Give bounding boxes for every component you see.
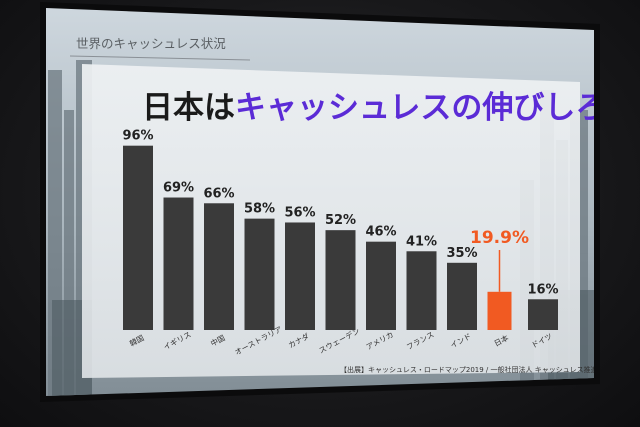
section-tag: 世界のキャッシュレス状況 xyxy=(76,36,226,51)
bar-2 xyxy=(163,197,194,330)
bar-value-label-6: 52% xyxy=(325,213,356,228)
headline-part2: キャッシュレスの伸びしろあり xyxy=(235,90,640,126)
slide-headline: 日本はキャッシュレスの伸びしろあり xyxy=(142,90,640,126)
bar-4 xyxy=(244,218,275,330)
bar-value-label-9: 35% xyxy=(446,246,477,261)
bar-value-label-10: 19.9% xyxy=(470,228,529,248)
bar-7 xyxy=(366,241,396,330)
bar-value-label-2: 69% xyxy=(163,181,194,196)
bar-5 xyxy=(285,222,315,330)
bar-value-label-4: 58% xyxy=(244,202,275,217)
bar-11 xyxy=(528,299,558,330)
bar-value-label-3: 66% xyxy=(203,186,234,201)
source-note: 【出展】キャッシュレス・ロードマップ2019 / 一般社団法人 キャッシュレス推… xyxy=(340,365,619,374)
bar-chart: 96%韓国69%イギリス66%中国58%オーストラリア56%カナダ52%スウェー… xyxy=(122,129,558,357)
bar-value-label-1: 96% xyxy=(122,129,153,144)
bar-8 xyxy=(406,251,437,330)
bar-3 xyxy=(204,203,234,330)
headline-part1: 日本は xyxy=(142,90,235,126)
bar-value-label-7: 46% xyxy=(365,225,396,240)
bar-6 xyxy=(325,230,356,330)
bar-1 xyxy=(123,145,153,330)
bar-10 xyxy=(487,291,512,330)
bar-value-label-8: 41% xyxy=(406,234,437,249)
bar-value-label-5: 56% xyxy=(284,205,315,220)
bar-9 xyxy=(447,262,477,330)
bar-value-label-11: 16% xyxy=(527,282,558,297)
